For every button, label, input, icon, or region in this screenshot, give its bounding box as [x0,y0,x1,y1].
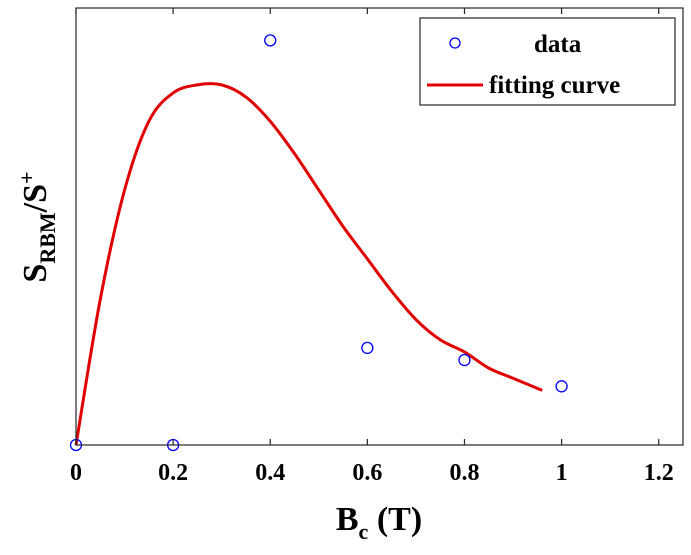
data-point [555,380,568,393]
legend-label-fit: fitting curve [489,72,620,99]
x-tick-label: 0.6 [352,460,382,486]
x-tick-label: 0.4 [255,460,285,486]
data-point [458,353,471,367]
data-point [264,34,277,47]
x-axis-label: Bc (T) [336,501,422,544]
x-tick-label: 1.2 [644,460,674,486]
x-tick-label: 0.8 [449,460,479,486]
legend-box [419,17,676,106]
fitting-curve-layer [74,82,543,446]
data-point [361,341,374,355]
legend: data fitting curve [419,17,676,106]
x-ticks: 0 0.2 0.4 0.6 0.8 1 1.2 [70,8,674,486]
x-tick-label: 1 [556,460,568,486]
fitting-curve-line [74,82,543,446]
x-tick-label: 0 [70,460,82,486]
legend-marker-data [449,37,461,49]
legend-label-data: data [534,31,582,58]
plot-frame [75,7,684,446]
y-axis-label: SRBM/S+ [14,171,60,282]
x-tick-label: 0.2 [158,460,188,486]
